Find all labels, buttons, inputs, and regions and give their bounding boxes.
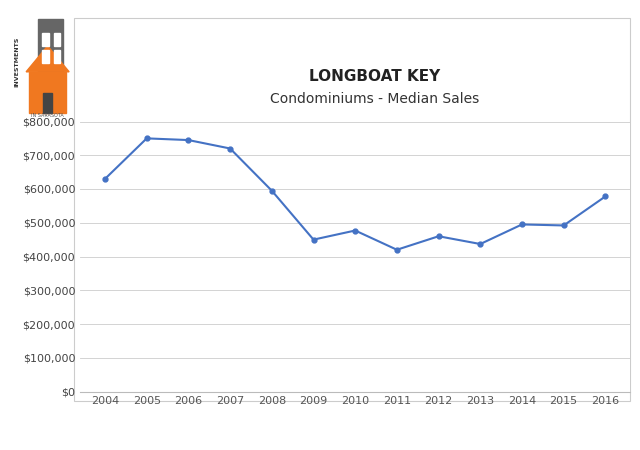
Bar [29,72,67,113]
Bar [42,33,49,46]
Bar [54,33,60,46]
Text: Condominiums - Median Sales: Condominiums - Median Sales [270,92,479,106]
Bar [54,50,60,63]
Bar [42,50,49,63]
Text: IN SARASOTA: IN SARASOTA [31,113,64,118]
Text: LONGBOAT KEY: LONGBOAT KEY [308,69,440,84]
Bar [43,94,52,113]
Text: INVESTMENTS: INVESTMENTS [15,37,20,87]
Polygon shape [26,46,69,72]
Bar [38,19,63,89]
